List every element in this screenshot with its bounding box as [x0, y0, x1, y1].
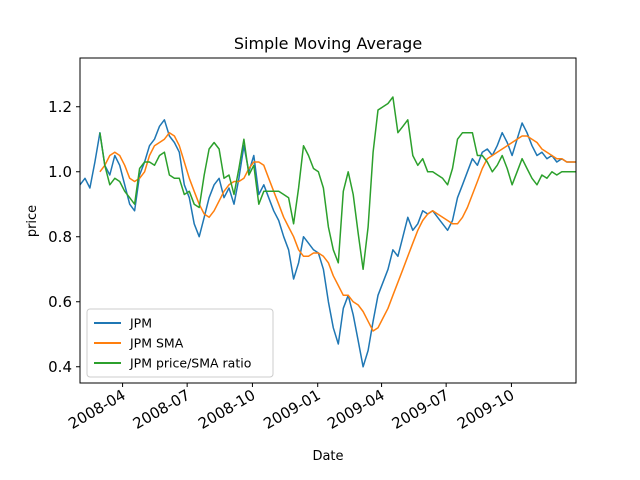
legend-label-3: JPM price/SMA ratio [129, 356, 251, 371]
legend-box [86, 308, 274, 378]
legend: JPM JPM SMA JPM price/SMA ratio [86, 308, 274, 378]
chart-title: Simple Moving Average [234, 34, 422, 53]
y-tick-label: 0.8 [48, 228, 72, 246]
legend-label-2: JPM SMA [129, 336, 184, 351]
legend-label-1: JPM [129, 316, 152, 331]
y-tick-label: 1.0 [48, 163, 72, 181]
plot-frame [79, 57, 577, 384]
x-axis-label: Date [312, 449, 343, 464]
series-line-3 [99, 96, 576, 271]
y-axis-label: price [25, 205, 40, 237]
series-lines [80, 96, 576, 368]
series-line-2 [99, 131, 576, 332]
y-tick-label: 0.6 [48, 293, 72, 311]
y-axis: 0.4 0.6 0.8 1.0 1.2 [48, 98, 80, 376]
y-tick-label: 0.4 [48, 358, 72, 376]
series-line-1 [80, 119, 576, 368]
y-tick-label: 1.2 [48, 98, 72, 116]
